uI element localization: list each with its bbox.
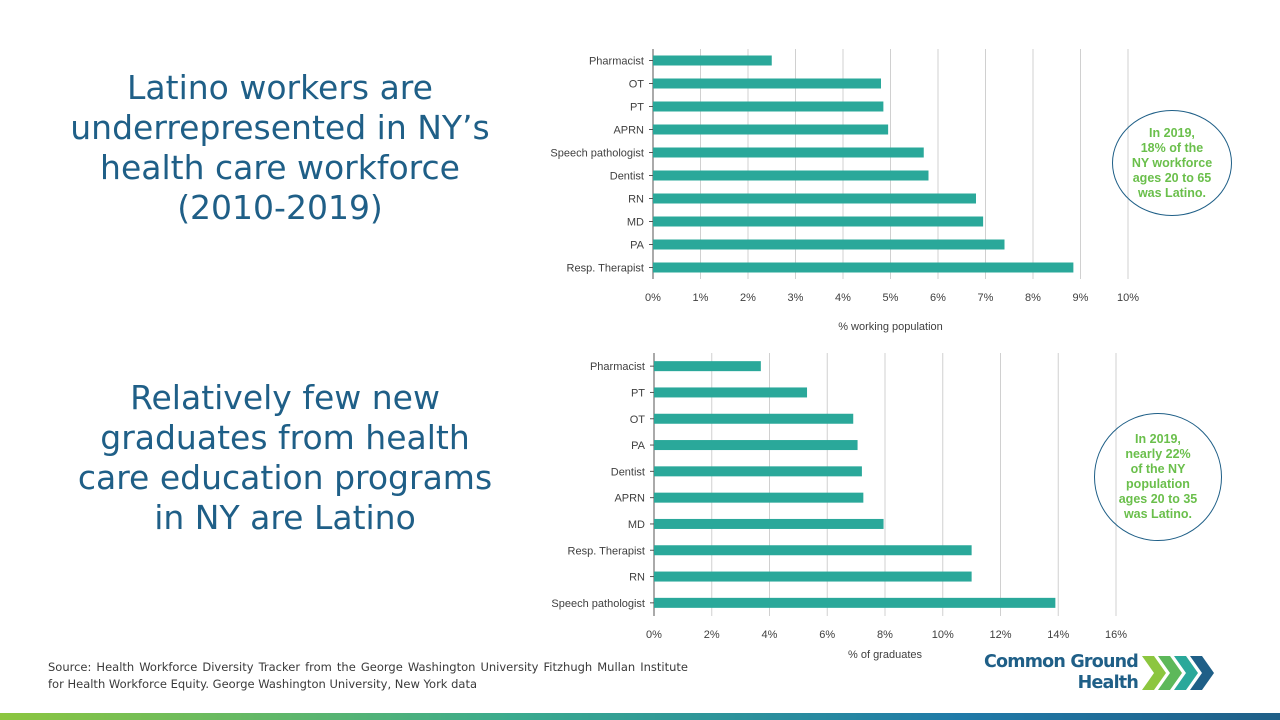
category-label: OT xyxy=(629,79,645,91)
x-tick-label: 0% xyxy=(646,629,662,641)
callout-line: population xyxy=(1126,477,1190,491)
bar xyxy=(653,216,984,227)
category-label: RN xyxy=(628,194,644,206)
graduates-callout: In 2019, nearly 22% of the NY population… xyxy=(1094,413,1222,541)
x-tick-label: 12% xyxy=(989,629,1011,641)
x-tick-label: 4% xyxy=(762,629,778,641)
bar xyxy=(654,571,972,582)
callout-line: 18% of the xyxy=(1140,140,1204,155)
bar xyxy=(654,545,972,556)
workforce-headline: Latino workers are underrepresented in N… xyxy=(70,68,490,227)
x-tick-label: 6% xyxy=(819,629,835,641)
x-tick-label: 9% xyxy=(1073,292,1089,304)
category-label: PA xyxy=(631,440,646,452)
bar xyxy=(653,101,884,112)
category-label: Pharmacist xyxy=(590,361,645,373)
x-tick-label: 8% xyxy=(877,629,893,641)
category-label: PT xyxy=(630,102,644,114)
bar xyxy=(654,466,862,477)
bottom-accent-bar xyxy=(0,713,1280,720)
category-label: PT xyxy=(631,387,645,399)
common-ground-health-logo: Common Ground Health xyxy=(976,652,1236,694)
bar xyxy=(654,518,884,529)
workforce-callout: In 2019, 18% of the NY workforce ages 20… xyxy=(1112,110,1232,216)
x-tick-label: 2% xyxy=(740,292,756,304)
x-tick-label: 0% xyxy=(645,292,661,304)
x-axis-title: % of graduates xyxy=(848,649,922,661)
logo-line-1: Common Ground xyxy=(984,652,1139,672)
bar xyxy=(653,147,924,158)
category-label: Dentist xyxy=(610,171,644,183)
category-label: Resp. Therapist xyxy=(567,263,644,275)
category-label: APRN xyxy=(613,125,644,137)
x-tick-label: 8% xyxy=(1025,292,1041,304)
category-label: OT xyxy=(630,414,646,426)
callout-line: was Latino. xyxy=(1137,185,1207,200)
category-label: Dentist xyxy=(611,466,645,478)
category-label: APRN xyxy=(614,493,645,505)
x-tick-label: 10% xyxy=(932,629,954,641)
x-tick-label: 5% xyxy=(883,292,899,304)
bar xyxy=(654,361,761,372)
bar xyxy=(653,170,929,181)
bar xyxy=(654,387,808,398)
bar xyxy=(653,78,881,89)
x-tick-label: 2% xyxy=(704,629,720,641)
x-tick-label: 7% xyxy=(978,292,994,304)
callout-line: ages 20 to 65 xyxy=(1132,170,1212,185)
bar xyxy=(653,262,1074,273)
source-note: Source: Health Workforce Diversity Track… xyxy=(48,660,688,691)
x-tick-label: 4% xyxy=(835,292,851,304)
callout-line: was Latino. xyxy=(1123,507,1193,521)
bar xyxy=(653,193,976,204)
x-tick-label: 10% xyxy=(1117,292,1139,304)
callout-line: of the NY xyxy=(1130,462,1186,476)
bar xyxy=(653,124,889,135)
graduates-bar-chart: 0% 2% 4% 6% 8% 10% 12% 14% 16% Pharmacist PT OT PA De… xyxy=(551,353,1127,661)
category-label: Speech pathologist xyxy=(550,148,644,160)
x-axis-title: % working population xyxy=(838,321,943,333)
category-label: MD xyxy=(627,217,644,229)
callout-line: ages 20 to 35 xyxy=(1118,492,1198,506)
category-label: PA xyxy=(630,240,645,252)
bar xyxy=(653,239,1005,250)
chevrons-icon xyxy=(1142,656,1214,690)
callout-line: In 2019, xyxy=(1135,432,1181,446)
category-label: RN xyxy=(629,572,645,584)
category-label: Resp. Therapist xyxy=(568,545,645,557)
x-tick-label: 16% xyxy=(1105,629,1127,641)
logo-wordmark: Common Ground Health xyxy=(976,652,1139,694)
workforce-bar-chart: 0% 1% 2% 3% 4% 5% 6% 7% 8% 9% 10% Pharmacist OT PT APR… xyxy=(550,49,1139,333)
bar xyxy=(654,413,854,424)
graduates-headline: Relatively few new graduates from health… xyxy=(77,378,493,537)
category-label: MD xyxy=(628,519,645,531)
callout-line: In 2019, xyxy=(1149,125,1195,140)
x-tick-label: 6% xyxy=(930,292,946,304)
bar xyxy=(654,440,858,451)
logo-line-2: Health xyxy=(1077,673,1139,693)
x-tick-label: 3% xyxy=(788,292,804,304)
callout-line: nearly 22% xyxy=(1125,447,1191,461)
x-tick-label: 14% xyxy=(1047,629,1069,641)
category-label: Speech pathologist xyxy=(551,598,645,610)
bar xyxy=(653,55,772,66)
category-label: Pharmacist xyxy=(589,56,644,68)
bar xyxy=(654,492,864,503)
bar xyxy=(654,597,1056,608)
callout-line: NY workforce xyxy=(1131,155,1213,170)
x-tick-label: 1% xyxy=(693,292,709,304)
